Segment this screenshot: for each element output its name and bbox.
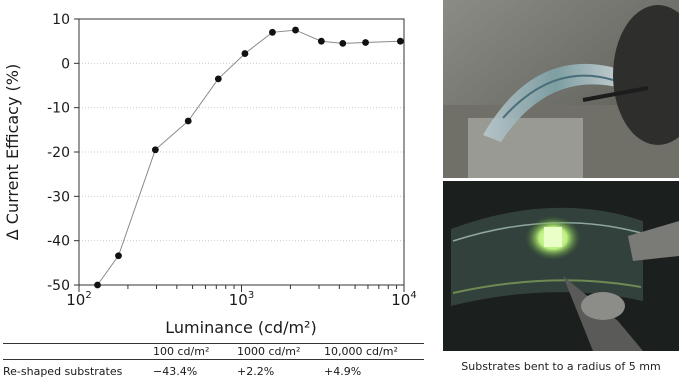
data-point	[292, 26, 299, 34]
table-cell: +4.9%	[324, 365, 362, 378]
x-tick-label: 102	[66, 290, 91, 309]
table-cell: Re-shaped substrates	[3, 365, 123, 378]
x-axis: 102 103 104	[66, 285, 417, 309]
table-header-cell	[3, 344, 153, 360]
y-tick-label: -20	[47, 145, 70, 161]
grid	[79, 18, 404, 286]
data-point	[214, 75, 222, 83]
table-header-row: 100 cd/m² 1000 cd/m² 10,000 cd/m²	[3, 343, 424, 360]
table-cell: +2.2%	[237, 365, 275, 378]
table-cell: −43.4%	[153, 365, 198, 378]
y-axis: 10 0 -10 -20 -30 -40 -50	[47, 12, 79, 294]
data-point	[317, 37, 325, 45]
y-tick-label: -40	[47, 234, 70, 250]
x-tick-label: 103	[229, 290, 254, 309]
data-points	[94, 26, 404, 289]
data-point	[94, 281, 101, 289]
data-point	[115, 252, 122, 260]
photo-caption: Substrates bent to a radius of 5 mm	[461, 360, 661, 373]
efficacy-chart: 10 0 -10 -20 -30 -40 -50 102 103 104 Luminance (…	[3, 12, 417, 337]
data-point	[339, 39, 347, 47]
y-tick-label: -10	[47, 101, 70, 117]
y-tick-label: -50	[47, 278, 70, 294]
data-point	[241, 50, 249, 57]
x-axis-label: Luminance (cd/m²)	[165, 318, 316, 337]
lit-device-photo	[443, 181, 679, 351]
bent-substrate-photo	[443, 0, 679, 178]
data-point	[362, 39, 369, 46]
data-point	[184, 117, 192, 125]
series-line	[97, 29, 401, 286]
y-tick-label: -30	[47, 189, 70, 205]
table-header-cell: 1000 cd/m²	[237, 345, 301, 358]
y-axis-label: Δ Current Efficacy (%)	[3, 64, 22, 240]
data-point	[269, 28, 276, 36]
x-tick-label: 104	[391, 290, 416, 309]
y-tick-label: 10	[52, 12, 70, 28]
data-point	[151, 146, 159, 154]
table-header-cell: 100 cd/m²	[153, 345, 210, 358]
results-table: 100 cd/m² 1000 cd/m² 10,000 cd/m² Re-sha…	[3, 343, 424, 379]
table-row: Re-shaped substrates −43.4% +2.2% +4.9%	[3, 360, 424, 380]
y-tick-label: 0	[61, 56, 70, 72]
data-point	[396, 37, 404, 45]
table-header-cell: 10,000 cd/m²	[324, 345, 398, 358]
